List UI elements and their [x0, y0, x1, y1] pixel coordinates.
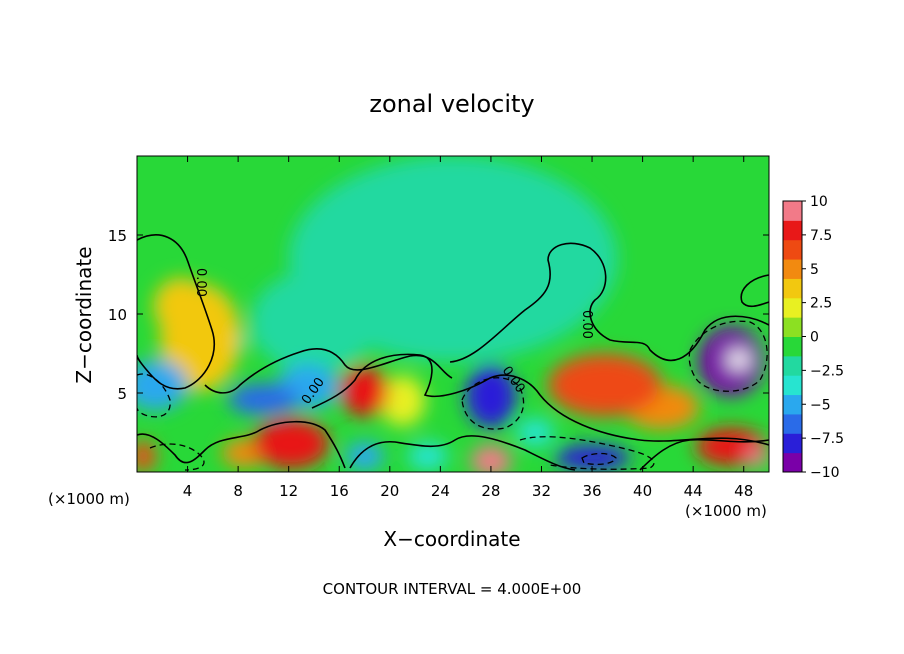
contour-neg-left-bottom [149, 443, 205, 471]
contour-zero-lower-left [137, 420, 346, 469]
x-tick-label: 40 [633, 482, 652, 500]
contour-neg-left-band [137, 373, 171, 418]
contour-lines [137, 234, 769, 471]
colorbar-tick-label: −10 [810, 465, 840, 481]
contour-neg-center-blob [461, 377, 525, 430]
x-tick-label: 32 [532, 482, 551, 500]
plot-area: 0.00 0.00 0.00 0.00 [136, 155, 770, 473]
y-tick-label: 10 [108, 306, 127, 324]
colorbar-segment [783, 297, 802, 318]
colorbar-segment [783, 317, 802, 337]
colorbar-segment [783, 355, 802, 376]
field-blob [465, 364, 517, 428]
contour-interval-footer: CONTOUR INTERVAL = 4.000E+00 [323, 580, 582, 598]
contour-zero-right-plume [449, 242, 769, 363]
contour-neg-right-vortex [688, 320, 768, 392]
colorbar-segment [783, 336, 802, 357]
colorbar-tick-label: 5 [810, 262, 819, 278]
colorbar-tick-label: −2.5 [810, 363, 844, 379]
colorbar-tick-label: 7.5 [810, 228, 832, 244]
colorbar-tick-label: 2.5 [810, 296, 832, 312]
field-blob [137, 359, 188, 411]
field-blob [340, 366, 389, 417]
x-unit-right: (×1000 m) [685, 502, 767, 520]
colorbar-segment [783, 375, 802, 396]
x-tick-label: 28 [481, 482, 500, 500]
field-blob [159, 283, 241, 392]
field-blob [250, 271, 378, 373]
colorbar-segment [783, 259, 802, 279]
field-blob [727, 350, 751, 370]
y-axis-label: Z−coordinate [72, 246, 96, 383]
colorbar-segment [783, 452, 802, 473]
contour-zero-middle [204, 348, 453, 394]
x-tick-label: 12 [279, 482, 298, 500]
field-blob [228, 383, 299, 416]
colorbar-segment [783, 413, 802, 434]
contour-zero-upper-left [137, 234, 215, 390]
field-blob [345, 441, 384, 471]
field-blob [253, 418, 330, 469]
colorbar: 10 7.5 5 2.5 0 −2.5 −5 −7.5 −10 [782, 194, 844, 481]
colorbar-tick-label: −7.5 [810, 431, 844, 447]
field-blob [554, 445, 630, 471]
x-tick-label: 8 [233, 482, 243, 500]
colorbar-segment [783, 278, 802, 299]
x-unit-left: (×1000 m) [48, 490, 130, 508]
field-blob [407, 441, 448, 471]
x-tick-label: 20 [380, 482, 399, 500]
x-tick-label: 16 [330, 482, 349, 500]
x-tick-label: 48 [734, 482, 753, 500]
field-blob [516, 418, 555, 447]
field-blob [470, 445, 512, 472]
colorbar-segment [783, 239, 802, 260]
field-blob [379, 375, 426, 427]
contour-neg-lower-band [519, 436, 655, 470]
colorbar-tick-label: 10 [810, 194, 828, 210]
colorbar-segment [783, 394, 802, 415]
colorbar-tick-label: −5 [810, 397, 831, 413]
field-blob [137, 440, 156, 472]
x-axis-label: X−coordinate [383, 527, 520, 551]
colorbar-tick-label: 0 [810, 330, 819, 346]
chart-title: zonal velocity [369, 90, 534, 118]
x-axis: 4 8 12 16 20 24 28 32 36 40 44 48 [183, 156, 753, 500]
contour-neg-bottom-oval [581, 452, 617, 465]
colorbar-segment [783, 220, 802, 241]
contour-zero-mid-lower [311, 353, 769, 446]
y-tick-label: 5 [117, 385, 127, 403]
contour-negative-lines [137, 320, 768, 471]
x-tick-label: 44 [684, 482, 703, 500]
field-blob [744, 445, 768, 468]
y-tick-label: 15 [108, 227, 127, 245]
y-axis: 5 10 15 [108, 227, 769, 403]
contour-zero-lower-mid [349, 435, 576, 471]
contour-label: 0.00 [193, 268, 208, 297]
field-blob [547, 353, 662, 417]
contour-zero-right-edge [740, 274, 769, 308]
colorbar-segment [783, 433, 802, 454]
x-tick-label: 4 [183, 482, 193, 500]
x-tick-label: 36 [582, 482, 601, 500]
x-tick-label: 24 [431, 482, 450, 500]
contour-zero-bottom-right [639, 438, 769, 471]
colorbar-segment [783, 201, 802, 221]
contour-label: 0.00 [579, 310, 594, 339]
velocity-field [137, 156, 768, 472]
